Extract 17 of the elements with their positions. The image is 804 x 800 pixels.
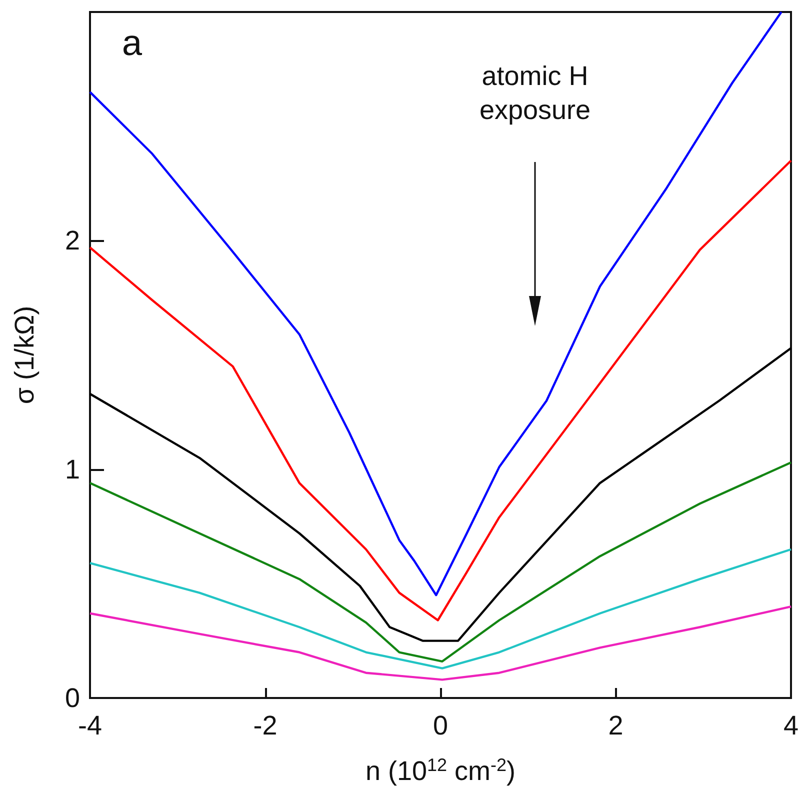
- y-tick-label: 0: [64, 683, 80, 713]
- x-tick-label: -2: [253, 710, 278, 740]
- line-series: [88, 461, 792, 663]
- annotation: atomic H exposure: [478, 60, 592, 127]
- line-series: [88, 548, 792, 670]
- line-series: [88, 605, 792, 681]
- y-axis-title: σ (1/kΩ): [10, 306, 40, 404]
- x-tick-label: 2: [608, 710, 624, 740]
- y-tick-label: 2: [64, 226, 80, 256]
- line-series: [88, 10, 782, 596]
- annotation: a: [122, 21, 142, 65]
- line-series: [88, 347, 792, 642]
- x-tick-label: 4: [783, 710, 799, 740]
- x-tick-label: -4: [78, 710, 102, 740]
- y-tick-label: 1: [64, 454, 80, 484]
- line-series: [88, 160, 792, 622]
- x-tick-label: 0: [432, 710, 448, 740]
